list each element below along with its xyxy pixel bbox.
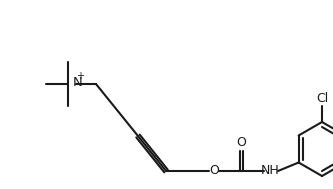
Text: O: O xyxy=(209,164,219,177)
Text: +: + xyxy=(76,71,84,81)
Text: Cl: Cl xyxy=(316,92,328,105)
Text: O: O xyxy=(236,136,246,149)
Text: N: N xyxy=(73,75,83,88)
Text: NH: NH xyxy=(261,164,279,177)
